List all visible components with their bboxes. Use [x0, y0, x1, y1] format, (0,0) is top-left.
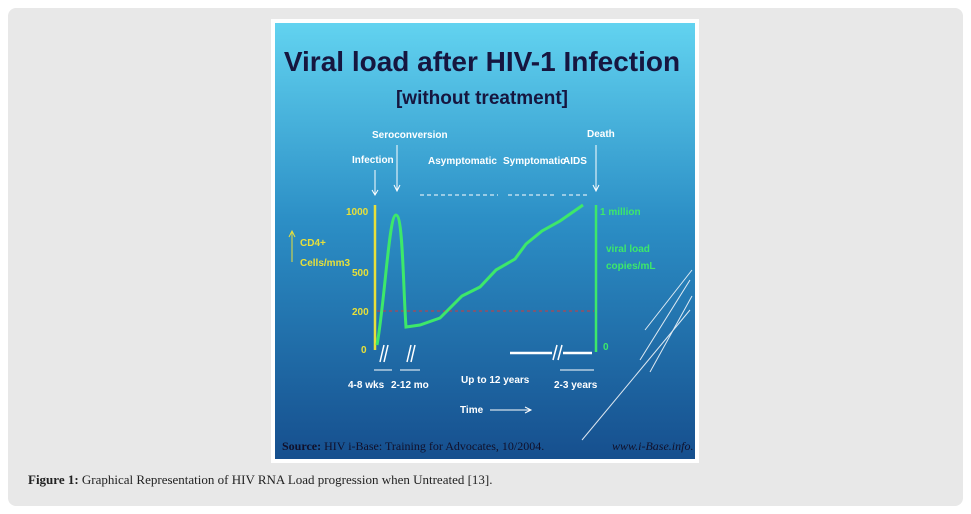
source-website: www.i-Base.info.	[612, 439, 693, 453]
slide-subtitle: [without treatment]	[396, 88, 568, 109]
event-label: Asymptomatic	[428, 156, 497, 167]
event-label: Symptomatic	[503, 156, 566, 167]
period-label: 4-8 wks	[348, 380, 385, 391]
period-label: 2-12 mo	[391, 380, 429, 391]
slide-background	[275, 23, 695, 459]
cd4-tick-label: 1000	[346, 207, 369, 218]
event-label: AIDS	[563, 156, 587, 167]
period-label: 2-3 years	[554, 380, 598, 391]
source-label: Source:	[282, 439, 321, 453]
source-line: Source: HIV i-Base: Training for Advocat…	[282, 439, 544, 453]
viral-load-top-label: 1 million	[600, 207, 641, 218]
cd4-axis-label: Cells/mm3	[300, 258, 350, 269]
viral-load-axis-label: viral load	[606, 244, 650, 255]
event-label: Infection	[352, 155, 394, 166]
period-label: Up to 12 years	[461, 375, 530, 386]
figure-caption: Figure 1: Graphical Representation of HI…	[28, 472, 493, 488]
cd4-tick-label: 200	[352, 307, 369, 318]
timeline-breaks	[374, 344, 594, 371]
cd4-arrow	[288, 229, 296, 262]
caption-text: Graphical Representation of HIV RNA Load…	[81, 472, 493, 487]
source-text: HIV i-Base: Training for Advocates, 10/2…	[324, 439, 544, 453]
slide-title: Viral load after HIV-1 Infection	[284, 46, 680, 77]
time-arrow	[490, 406, 533, 414]
decorative-lines	[581, 269, 693, 441]
cd4-axis-label: CD4+	[300, 238, 326, 249]
viral-load-curve	[375, 203, 584, 346]
caption-label: Figure 1:	[28, 472, 79, 487]
event-arrows	[371, 145, 600, 196]
viral-load-axis-label: copies/mL	[606, 261, 655, 272]
time-label: Time	[460, 405, 484, 416]
cd4-tick-label: 0	[361, 345, 367, 356]
event-label: Death	[587, 129, 615, 140]
cd4-tick-label: 500	[352, 268, 369, 279]
viral-load-bottom-label: 0	[603, 342, 609, 353]
event-label: Seroconversion	[372, 130, 448, 141]
